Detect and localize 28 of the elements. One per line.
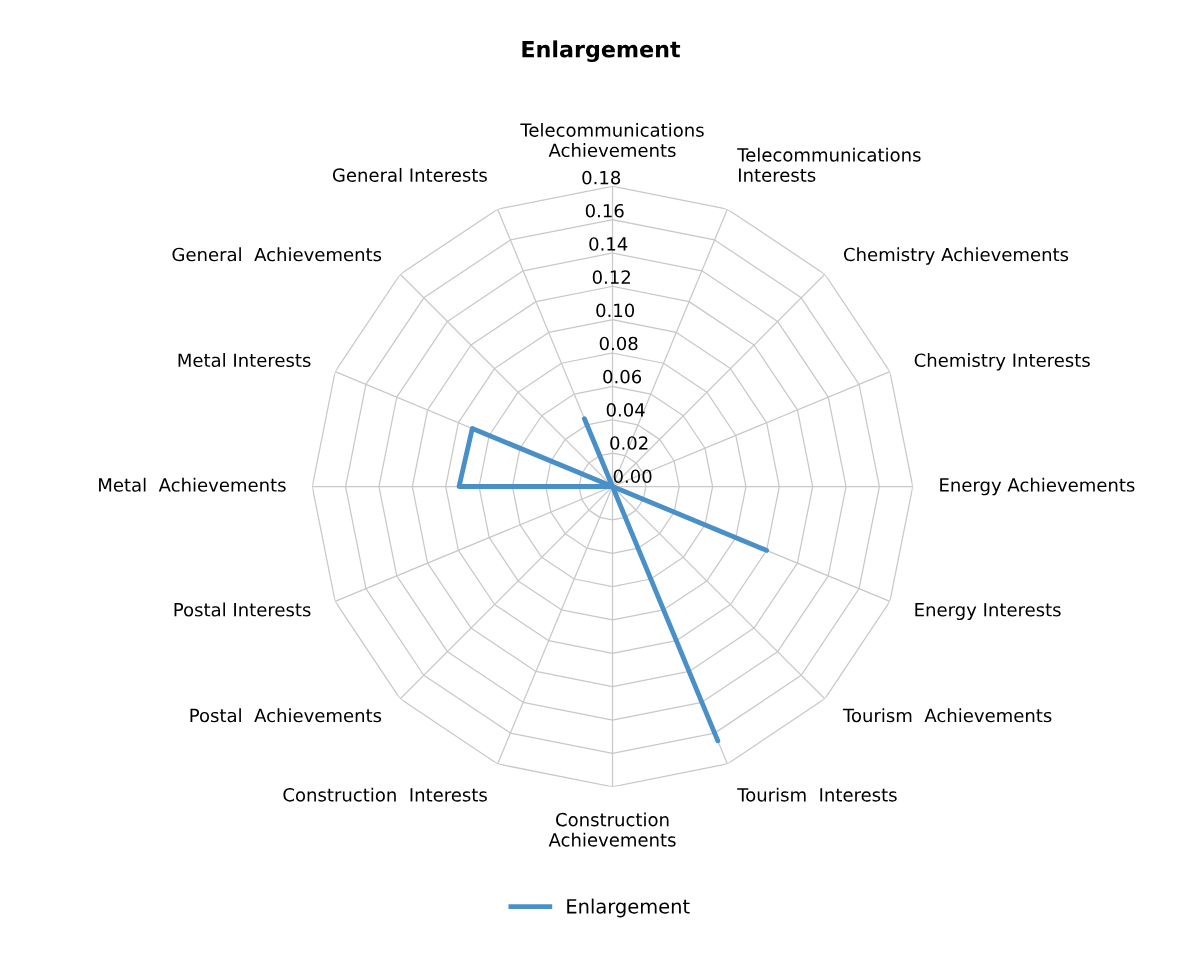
spoke-label: Metal Achievements — [99, 477, 286, 492]
spoke-label: Tourism Achievements — [842, 708, 1052, 723]
y-tick-label: 0.08 — [599, 336, 638, 351]
spoke-label: Energy Achievements — [940, 477, 1135, 496]
y-tick-label: 0.18 — [582, 170, 621, 185]
spoke-label: Construction Achievements — [548, 812, 676, 847]
spoke-label: Tourism Interests — [737, 787, 897, 802]
spoke-label: General Achievements — [172, 247, 382, 262]
legend-label: Enlargement — [567, 898, 690, 918]
spoke-label: Telecommunications Interests — [737, 147, 921, 182]
spoke-label: Postal Interests — [174, 602, 311, 617]
spoke-label: Construction Interests — [283, 787, 487, 802]
spoke-label: Telecommunications Achievements — [520, 122, 704, 158]
y-tick-label: 0.14 — [589, 237, 628, 251]
y-tick-label: 0.12 — [592, 270, 630, 284]
y-tick-label: 0.04 — [606, 403, 645, 417]
spoke-label: Chemistry Achievements — [844, 247, 1069, 265]
spoke-label: Energy Interests — [915, 603, 1061, 621]
y-tick-label: 0.10 — [596, 303, 635, 318]
spoke-label: Metal Interests — [178, 353, 311, 368]
spoke-label: General Interests — [332, 167, 487, 182]
y-tick-label: 0.02 — [610, 436, 648, 450]
y-tick-label: 0.06 — [603, 369, 642, 384]
y-tick-label: 0.00 — [613, 469, 652, 484]
spoke-label: Chemistry Interests — [914, 353, 1090, 371]
chart-title: Enlargement — [522, 40, 681, 63]
spoke-label: Postal Achievements — [190, 708, 382, 723]
y-tick-label: 0.16 — [585, 203, 624, 218]
